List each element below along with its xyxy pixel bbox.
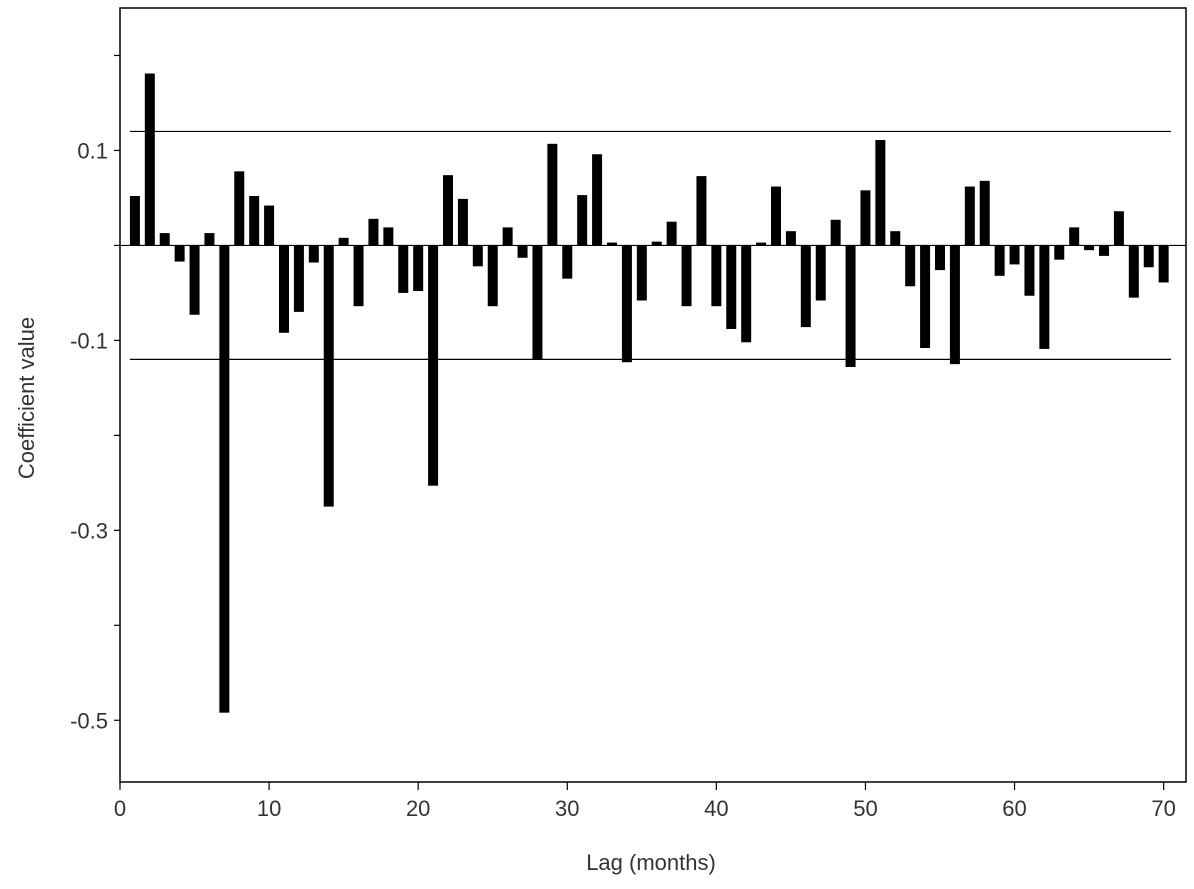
bar-lag-62 — [1039, 245, 1050, 349]
bar-lag-23 — [457, 198, 468, 246]
bar-lag-41 — [726, 245, 737, 329]
x-tick-label: 10 — [257, 796, 281, 821]
confidence-bounds-layer — [129, 130, 1171, 360]
bar-lag-13 — [308, 245, 319, 263]
bar-lag-1 — [129, 196, 140, 246]
x-tick-label: 20 — [406, 796, 430, 821]
bar-lag-67 — [1113, 211, 1124, 246]
bar-lag-11 — [279, 245, 289, 333]
bar-lag-51 — [875, 140, 886, 246]
bar-lag-49 — [845, 245, 856, 367]
bar-lag-57 — [964, 186, 975, 246]
bar-lag-28 — [532, 245, 543, 360]
bar-lag-44 — [771, 186, 781, 246]
bar-lag-53 — [905, 245, 916, 287]
bar-lag-29 — [547, 143, 558, 246]
bar-lag-65 — [1084, 245, 1095, 251]
bar-lag-12 — [293, 245, 304, 312]
bar-lag-63 — [1054, 245, 1065, 260]
bar-lag-42 — [741, 245, 752, 343]
bar-lag-60 — [1009, 245, 1020, 265]
bar-lag-45 — [785, 231, 796, 246]
bar-lag-5 — [189, 245, 200, 315]
bar-lag-69 — [1143, 245, 1154, 268]
x-tick-label: 30 — [555, 796, 579, 821]
bar-lag-31 — [577, 195, 588, 246]
bar-lag-6 — [204, 233, 215, 246]
bars-layer — [129, 73, 1169, 713]
bar-lag-68 — [1128, 245, 1139, 298]
x-tick-label: 50 — [853, 796, 877, 821]
bar-lag-9 — [249, 196, 260, 246]
bar-lag-47 — [815, 245, 826, 301]
bar-lag-4 — [174, 245, 185, 262]
bar-lag-3 — [159, 233, 170, 246]
bar-lag-24 — [472, 245, 483, 267]
bar-lag-61 — [1024, 245, 1035, 296]
bar-lag-10 — [264, 205, 275, 246]
x-axis-label: Lag (months) — [586, 850, 716, 875]
bar-lag-50 — [860, 190, 871, 246]
bar-lag-25 — [487, 245, 498, 307]
x-tick-label: 70 — [1151, 796, 1175, 821]
bar-lag-55 — [935, 245, 945, 271]
bar-lag-58 — [979, 180, 990, 246]
x-axis-ticks: 0 10 20 30 40 50 60 70 — [114, 782, 1176, 821]
bar-lag-7 — [219, 245, 230, 713]
y-tick-label: -0.1 — [70, 328, 108, 353]
bar-lag-34 — [621, 245, 632, 363]
bar-lag-16 — [353, 245, 364, 307]
bar-lag-14 — [323, 245, 334, 507]
y-tick-label: 0.1 — [77, 138, 108, 163]
bar-lag-38 — [681, 245, 692, 307]
bar-lag-35 — [636, 245, 647, 301]
x-tick-label: 60 — [1002, 796, 1026, 821]
bar-lag-46 — [800, 245, 811, 328]
bar-lag-48 — [830, 219, 841, 246]
bar-lag-56 — [949, 245, 960, 365]
bar-lag-18 — [383, 227, 394, 246]
bar-lag-54 — [920, 245, 931, 348]
bar-lag-43 — [756, 242, 767, 246]
bar-lag-8 — [234, 171, 245, 246]
bar-lag-30 — [562, 245, 573, 279]
bar-lag-17 — [368, 218, 379, 246]
bar-lag-15 — [338, 237, 349, 246]
bar-lag-37 — [666, 221, 677, 246]
bar-lag-20 — [413, 245, 424, 292]
y-axis-ticks: 0.1 -0.1 -0.3 -0.5 — [70, 54, 120, 733]
bar-lag-27 — [517, 245, 528, 258]
bar-lag-52 — [890, 231, 901, 246]
bar-lag-32 — [592, 154, 603, 246]
bar-lag-64 — [1069, 227, 1080, 246]
y-tick-label: -0.3 — [70, 518, 108, 543]
y-axis-label: Coefficient value — [14, 317, 39, 479]
x-tick-label: 0 — [114, 796, 126, 821]
y-tick-label: -0.5 — [70, 708, 108, 733]
bar-lag-66 — [1099, 245, 1109, 256]
bar-lag-21 — [428, 245, 439, 486]
bar-lag-70 — [1158, 245, 1169, 283]
plot-frame — [119, 7, 1187, 783]
bar-lag-40 — [711, 245, 722, 307]
bar-lag-36 — [651, 241, 662, 246]
x-tick-label: 40 — [704, 796, 728, 821]
bar-lag-2 — [144, 73, 155, 246]
bar-lag-26 — [502, 227, 513, 246]
bar-lag-19 — [398, 245, 409, 293]
bar-lag-39 — [696, 176, 707, 246]
bar-lag-33 — [607, 242, 617, 246]
bar-lag-22 — [443, 175, 453, 246]
bar-lag-59 — [994, 245, 1005, 276]
